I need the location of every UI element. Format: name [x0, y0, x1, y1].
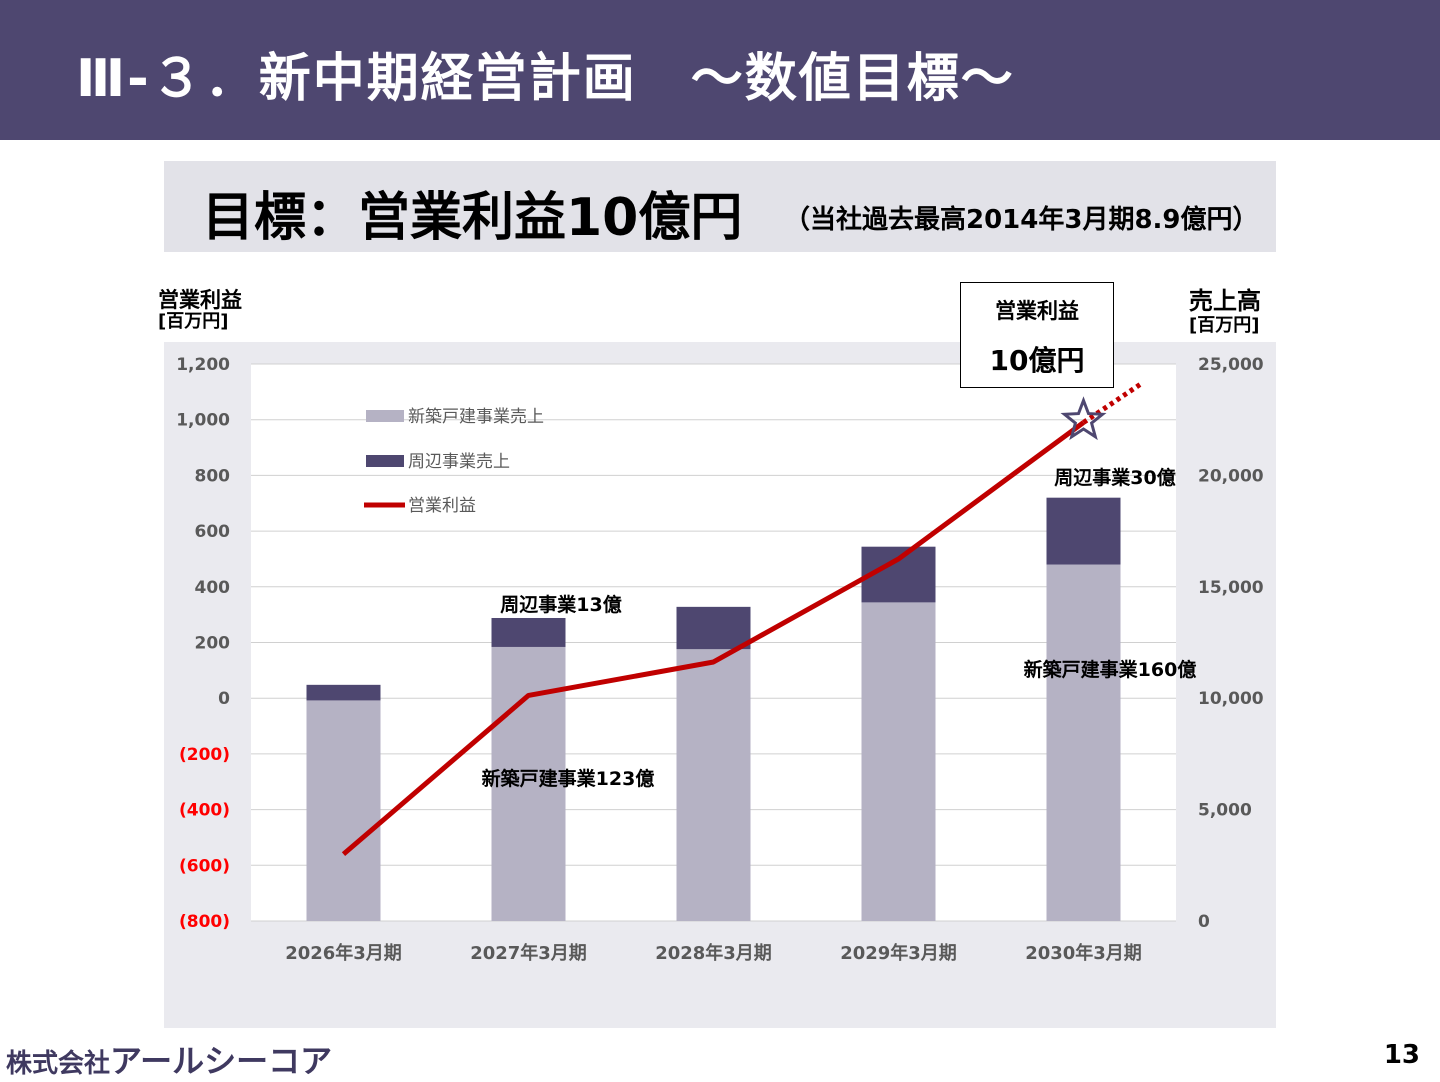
- goal-banner: 目標：営業利益10億円 （当社過去最高2014年3月期8.9億円）: [164, 161, 1276, 252]
- left-tick-label: (200): [179, 745, 230, 765]
- left-axis-title-line2: [百万円]: [158, 311, 229, 333]
- company-logo: 株式会社アールシーコア: [6, 1036, 332, 1082]
- legend-swatch: [366, 455, 404, 467]
- left-tick-label: (600): [179, 856, 230, 876]
- data-annotation: 周辺事業30億: [1054, 466, 1175, 489]
- left-tick-label: 800: [195, 466, 231, 486]
- right-tick-label: 25,000: [1198, 355, 1264, 375]
- target-callout: 営業利益 10億円: [960, 282, 1114, 388]
- bar-peripheral-sales: [676, 606, 751, 650]
- left-axis-title: 営業利益 [百万円]: [158, 288, 242, 333]
- bar-new-house-sales: [1046, 564, 1121, 921]
- category-label: 2029年3月期: [840, 942, 957, 964]
- star-icon: [1060, 396, 1107, 441]
- legend-label: 新築戸建事業売上: [408, 407, 544, 427]
- company-name: アールシーコア: [110, 1042, 333, 1080]
- category-label: 2027年3月期: [470, 942, 587, 964]
- bar-peripheral-sales: [1046, 497, 1121, 565]
- left-tick-label: 400: [195, 578, 231, 598]
- right-tick-label: 15,000: [1198, 578, 1264, 598]
- left-tick-label: (800): [179, 912, 230, 932]
- bar-new-house-sales: [306, 700, 381, 921]
- category-label: 2026年3月期: [285, 942, 402, 964]
- bar-new-house-sales: [676, 649, 751, 921]
- legend-swatch: [366, 410, 404, 422]
- right-tick-label: 5,000: [1198, 801, 1252, 821]
- right-axis-title-line1: 売上高: [1189, 287, 1261, 315]
- left-tick-label: 1,000: [176, 411, 230, 431]
- callout-label: 営業利益: [995, 299, 1079, 323]
- profit-line: [341, 420, 1085, 857]
- company-prefix: 株式会社: [6, 1049, 111, 1079]
- right-tick-label: 0: [1198, 912, 1210, 932]
- data-annotation: 新築戸建事業123億: [482, 767, 655, 790]
- left-tick-label: (400): [179, 801, 230, 821]
- goal-sub-text: （当社過去最高2014年3月期8.9億円）: [784, 205, 1259, 235]
- slide-title: Ⅲ-３．新中期経営計画 ～数値目標～: [76, 49, 1015, 109]
- bar-peripheral-sales: [306, 684, 381, 701]
- left-tick-label: 1,200: [176, 355, 230, 375]
- bar-new-house-sales: [861, 602, 936, 921]
- right-tick-label: 20,000: [1198, 466, 1264, 486]
- category-label: 2030年3月期: [1025, 942, 1142, 964]
- profit-projection-line: [1082, 381, 1143, 425]
- callout-value: 10億円: [989, 344, 1085, 377]
- right-axis-title-line2: [百万円]: [1189, 314, 1260, 336]
- left-tick-label: 600: [195, 522, 231, 542]
- right-axis-title: 売上高 [百万円]: [1189, 287, 1261, 336]
- left-axis-title-line1: 営業利益: [158, 288, 242, 312]
- legend-label: 周辺事業売上: [408, 452, 510, 472]
- data-annotation: 周辺事業13億: [500, 593, 621, 616]
- right-tick-label: 10,000: [1198, 689, 1264, 709]
- data-annotation: 新築戸建事業160億: [1024, 658, 1197, 681]
- goal-main-text: 目標：営業利益10億円: [202, 188, 743, 248]
- left-tick-label: 0: [218, 689, 230, 709]
- left-tick-label: 200: [195, 634, 231, 654]
- bar-peripheral-sales: [491, 617, 566, 647]
- category-label: 2028年3月期: [655, 942, 772, 964]
- page-number: 13: [1383, 1040, 1420, 1070]
- slide-header: Ⅲ-３．新中期経営計画 ～数値目標～: [0, 0, 1440, 140]
- legend-label: 営業利益: [408, 496, 476, 516]
